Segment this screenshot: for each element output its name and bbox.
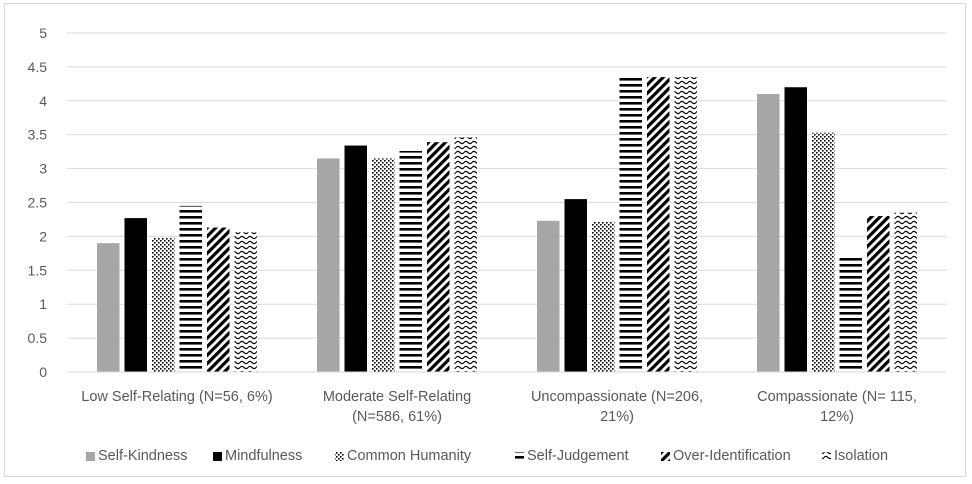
legend: Self-Kindness Mindfulness Common Humanity S… [86,448,888,464]
x-category-label: 21%) [600,409,634,425]
bar [647,77,670,372]
legend-label: Common Humanity [347,448,472,464]
bar [784,87,807,373]
bar [427,142,450,372]
legend-label: Over-Identification [673,448,791,464]
y-tick-label: 2.5 [28,195,48,211]
bar [564,199,587,372]
bar [344,145,367,372]
bar [619,77,642,372]
bar [124,218,147,372]
y-axis-ticks: 0 0.5 1 1.5 2 2.5 3 3.5 4 4.5 5 [28,25,48,380]
bar [372,158,395,372]
y-tick-label: 0 [39,364,47,380]
legend-label: Mindfulness [225,448,302,464]
x-category-label: Moderate Self-Relating [323,389,471,405]
y-tick-label: 3.5 [28,127,48,143]
x-category-label: (N=586, 61%) [352,409,442,425]
legend-swatch [213,452,222,461]
bar [399,150,422,372]
bar [894,212,917,372]
x-category-label: 12%) [820,409,854,425]
bar [674,77,697,372]
legend-label: Isolation [834,448,888,464]
y-tick-label: 1 [39,296,47,312]
bar [812,132,835,372]
y-tick-label: 3 [39,161,47,177]
bar [839,255,862,372]
bar [757,94,780,373]
bar [592,221,615,372]
y-tick-label: 4 [39,93,47,109]
legend-swatch [335,452,344,461]
y-tick-label: 5 [39,25,47,41]
bar [867,216,890,372]
bar [152,237,175,372]
x-category-label: Compassionate (N= 115, [757,389,917,405]
bar [97,243,120,372]
bar [317,158,340,372]
legend-swatch [661,452,670,461]
y-tick-label: 0.5 [28,330,48,346]
x-category-label: Uncompassionate (N=206, [531,389,703,405]
category-labels: Low Self-Relating (N=56, 6%) Moderate Sel… [81,389,917,425]
y-tick-label: 2 [39,228,47,244]
bar [234,232,257,372]
y-tick-label: 4.5 [28,59,48,75]
bar [454,137,477,372]
legend-swatch [822,452,831,461]
legend-swatch [86,452,95,461]
bar [537,220,560,372]
legend-label: Self-Judgement [527,448,629,464]
legend-label: Self-Kindness [98,448,187,464]
x-category-label: Low Self-Relating (N=56, 6%) [81,389,272,405]
bar [207,227,230,372]
y-tick-label: 1.5 [28,262,48,278]
bars [97,77,917,373]
bar [179,205,202,372]
legend-swatch [515,452,524,461]
